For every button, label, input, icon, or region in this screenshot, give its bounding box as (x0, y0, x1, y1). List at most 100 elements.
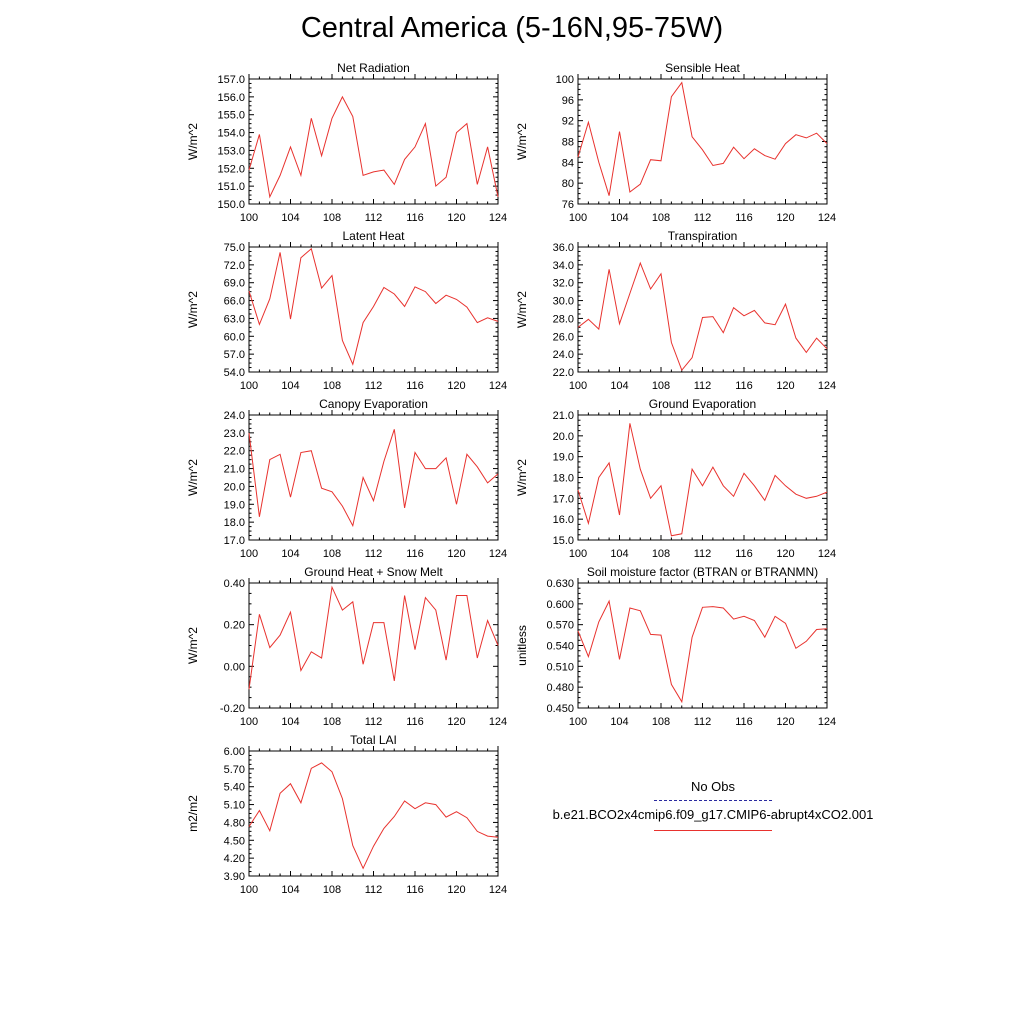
x-tick-label: 104 (281, 548, 299, 560)
y-tick-label: 0.480 (546, 682, 574, 694)
y-tick-label: 152.0 (217, 163, 245, 175)
x-tick-label: 108 (323, 380, 341, 392)
x-tick-label: 120 (447, 380, 465, 392)
x-tick-label: 116 (406, 212, 424, 224)
chart-title: Transpiration (668, 229, 738, 243)
y-tick-label: 63.0 (224, 313, 245, 325)
y-axis-label: W/m^2 (186, 627, 200, 664)
x-tick-label: 100 (569, 716, 587, 728)
y-tick-label: 0.20 (224, 620, 245, 632)
y-tick-label: 21.0 (553, 410, 574, 422)
x-tick-label: 100 (240, 716, 258, 728)
y-axis-label: W/m^2 (515, 291, 529, 328)
y-axis-label: m2/m2 (186, 795, 200, 832)
x-tick-label: 112 (365, 884, 383, 896)
y-tick-label: 76 (562, 199, 574, 211)
plot-frame (577, 246, 828, 373)
series-line (577, 599, 828, 704)
x-tick-label: 124 (818, 716, 836, 728)
x-tick-label: 116 (735, 548, 753, 560)
chart-panel-1: Sensible Heat W/m^2 76 80 84 88 92 96 100 100 104 1… (515, 61, 836, 224)
x-tick-label: 108 (652, 212, 670, 224)
x-tick-label: 116 (406, 548, 424, 560)
x-tick-label: 104 (610, 380, 628, 392)
y-tick-label: 54.0 (224, 367, 245, 379)
y-tick-label: 19.0 (553, 452, 574, 464)
y-tick-label: 153.0 (217, 145, 245, 157)
x-tick-label: 124 (489, 716, 507, 728)
y-tick-label: 150.0 (217, 199, 245, 211)
y-tick-label: 5.40 (224, 782, 245, 794)
x-tick-label: 112 (694, 548, 712, 560)
plot-frame (248, 750, 499, 877)
y-tick-label: 154.0 (217, 128, 245, 140)
chart-title: Ground Evaporation (649, 397, 756, 411)
x-tick-label: 124 (818, 212, 836, 224)
x-tick-label: 104 (281, 380, 299, 392)
x-tick-label: 120 (776, 380, 794, 392)
y-tick-label: 19.0 (224, 499, 245, 511)
x-tick-label: 104 (610, 548, 628, 560)
x-tick-label: 124 (818, 380, 836, 392)
y-tick-label: 0.510 (546, 661, 574, 673)
y-tick-label: 69.0 (224, 278, 245, 290)
plot-frame (248, 78, 499, 205)
y-tick-label: 18.0 (224, 517, 245, 529)
y-tick-label: 0.540 (546, 641, 574, 653)
y-axis-label: W/m^2 (515, 123, 529, 160)
x-tick-label: 120 (447, 716, 465, 728)
y-tick-label: 0.40 (224, 578, 245, 590)
y-tick-label: 75.0 (224, 242, 245, 254)
x-tick-label: 120 (776, 212, 794, 224)
y-tick-label: 0.630 (546, 578, 574, 590)
x-tick-label: 112 (694, 716, 712, 728)
chart-panel-7: Soil moisture factor (BTRAN or BTRANMN) u… (515, 565, 836, 728)
y-tick-label: 17.0 (224, 535, 245, 547)
y-tick-label: 18.0 (553, 473, 574, 485)
x-tick-label: 124 (818, 548, 836, 560)
y-tick-label: 92 (562, 116, 574, 128)
y-tick-label: 84 (562, 157, 574, 169)
chart-title: Canopy Evaporation (319, 397, 428, 411)
y-tick-label: 155.0 (217, 110, 245, 122)
legend-case-line (654, 830, 772, 831)
y-axis-label: W/m^2 (515, 459, 529, 496)
x-tick-label: 108 (652, 380, 670, 392)
series-line (248, 585, 499, 690)
y-tick-label: 24.0 (553, 349, 574, 361)
y-tick-label: 34.0 (553, 260, 574, 272)
x-tick-label: 104 (281, 212, 299, 224)
y-tick-label: 22.0 (224, 446, 245, 458)
y-tick-label: 24.0 (224, 410, 245, 422)
y-tick-label: 20.0 (553, 431, 574, 443)
y-tick-label: 16.0 (553, 514, 574, 526)
x-tick-label: 116 (735, 212, 753, 224)
x-tick-label: 120 (776, 548, 794, 560)
y-tick-label: 15.0 (553, 535, 574, 547)
x-tick-label: 100 (240, 380, 258, 392)
series-line (248, 429, 499, 528)
y-tick-label: 30.0 (553, 296, 574, 308)
x-tick-label: 104 (281, 884, 299, 896)
chart-title: Net Radiation (337, 61, 410, 75)
x-tick-label: 124 (489, 548, 507, 560)
y-tick-label: 0.570 (546, 620, 574, 632)
series-line (577, 81, 828, 196)
x-tick-label: 100 (240, 212, 258, 224)
chart-panel-8: Total LAI m2/m2 3.90 4.20 4.50 4.80 5.10 5.40 5.… (186, 733, 507, 896)
chart-panel-3: Transpiration W/m^2 22.0 24.0 26.0 28.0 30.0 32… (515, 229, 836, 392)
y-axis-label: unitless (515, 625, 529, 666)
legend-obs-label: No Obs (690, 779, 736, 794)
chart-panel-0: Net Radiation W/m^2 150.0 151.0 152.0 153.0 15… (186, 61, 507, 224)
x-tick-label: 112 (365, 212, 383, 224)
chart-panel-6: Ground Heat + Snow Melt W/m^2 -0.20 0.00 0.2… (186, 565, 507, 728)
x-tick-label: 108 (652, 716, 670, 728)
y-tick-label: 4.20 (224, 853, 245, 865)
series-line (248, 95, 499, 199)
y-tick-label: 28.0 (553, 313, 574, 325)
x-tick-label: 120 (447, 884, 465, 896)
y-tick-label: 151.0 (217, 181, 245, 193)
x-tick-label: 120 (447, 212, 465, 224)
legend-obs-line (654, 800, 772, 801)
y-tick-label: 0.450 (546, 703, 574, 715)
